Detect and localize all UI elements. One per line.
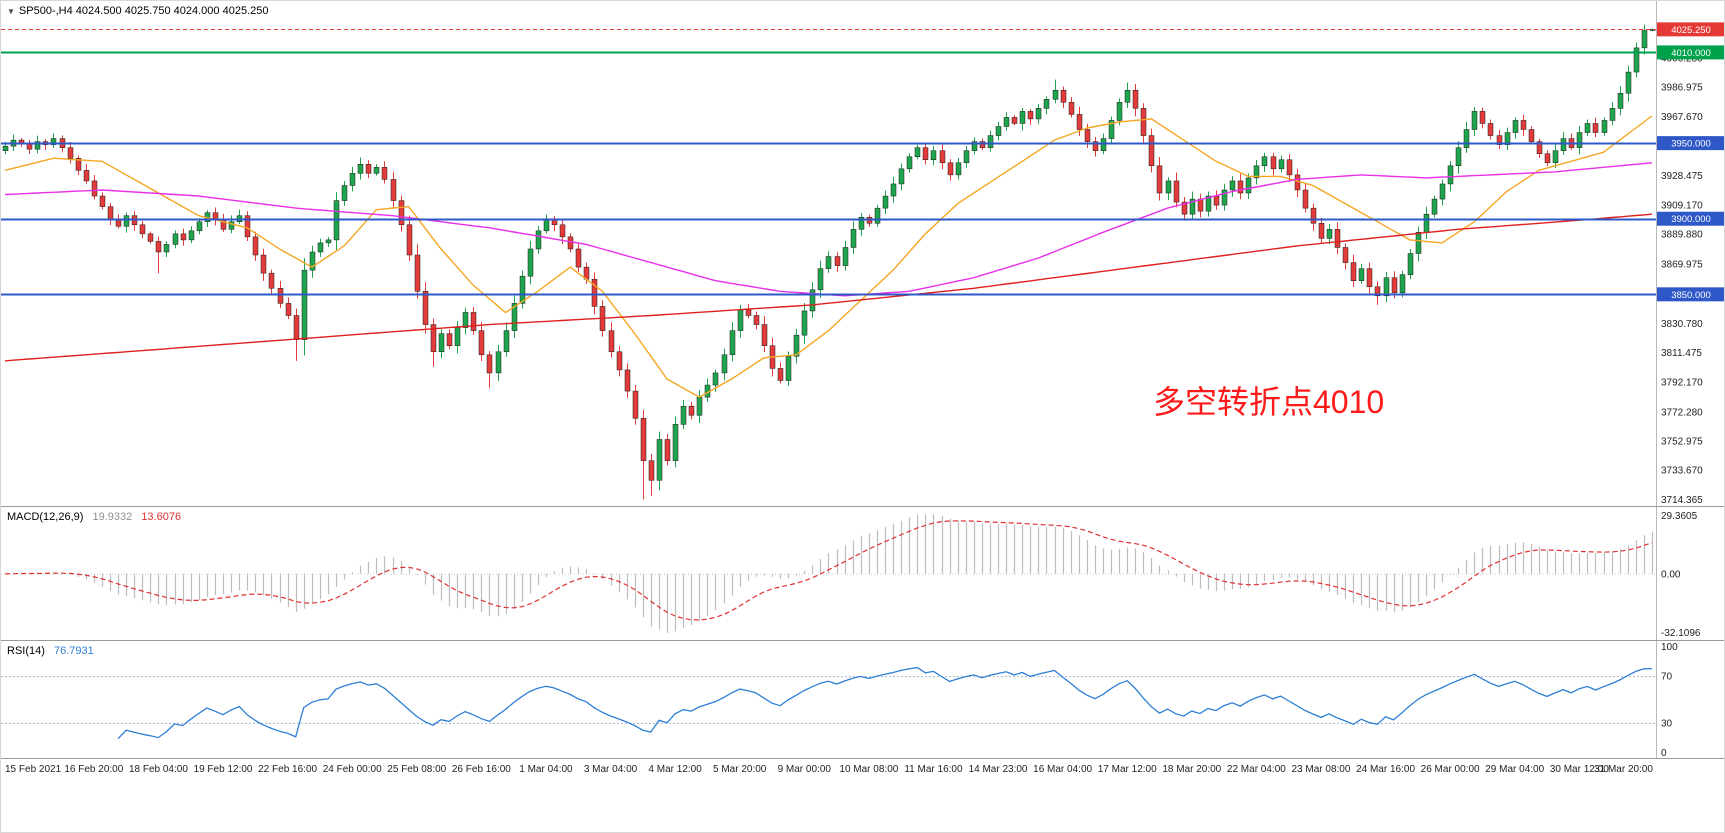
panel-divider[interactable] [1,506,1724,507]
time-label: 17 Mar 12:00 [1098,764,1157,775]
svg-text:3900.000: 3900.000 [1671,214,1711,225]
time-label: 16 Feb 20:00 [64,764,123,775]
svg-text:4010.000: 4010.000 [1671,48,1711,59]
svg-text:3950.000: 3950.000 [1671,139,1711,150]
time-label: 22 Mar 04:00 [1227,764,1286,775]
price-tick-label: 3909.170 [1661,200,1703,211]
time-label: 5 Mar 20:00 [713,764,767,775]
price-badge-3950.000: 3950.000 [1657,136,1724,151]
price-tick-label: 3928.475 [1661,171,1703,182]
time-label: 18 Feb 04:00 [129,764,188,775]
rsi-tick-label: 0 [1661,748,1667,758]
rsi-value: 76.7931 [53,645,94,657]
time-label: 16 Mar 04:00 [1033,764,1092,775]
panel-divider[interactable] [1,640,1724,641]
time-label: 4 Mar 12:00 [648,764,702,775]
price-tick-label: 3792.170 [1661,377,1703,388]
time-label: 3 Mar 04:00 [584,764,638,775]
rsi-tick-label: 70 [1661,672,1673,683]
time-label: 26 Feb 16:00 [452,764,511,775]
macd-main-value: 19.9332 [92,511,133,523]
symbol-ohlc-text: SP500-,H4 4024.500 4025.750 4024.000 402… [18,5,269,17]
rsi-label: RSI(14) [7,645,45,657]
macd-panel[interactable]: 29.3605 0.00 -32.1096 [1,507,1725,640]
macd-tick-zero: 0.00 [1661,569,1681,580]
price-tick-label: 3986.975 [1661,83,1703,94]
time-label: 29 Mar 04:00 [1485,764,1544,775]
macd-signal-value: 13.6076 [141,511,182,523]
price-chart-canvas[interactable]: 4006.2803986.9753967.6703928.4753909.170… [1,1,1725,506]
time-label: 24 Feb 00:00 [323,764,382,775]
rsi-tick-label: 100 [1661,642,1678,653]
time-label: 14 Mar 23:00 [969,764,1028,775]
time-label: 10 Mar 08:00 [839,764,898,775]
collapse-triangle-icon[interactable]: ▼ [7,7,15,16]
ma-slow-red-line [4,213,1653,362]
price-tick-label: 3889.880 [1661,230,1703,241]
time-label: 1 Mar 04:00 [519,764,573,775]
time-label: 18 Mar 20:00 [1162,764,1221,775]
price-axis-labels[interactable]: 4006.2803986.9753967.6703928.4753909.170… [1661,54,1703,506]
svg-text:3850.000: 3850.000 [1671,290,1711,301]
time-label: 15 Feb 2021 [5,764,62,775]
time-label: 19 Feb 12:00 [194,764,253,775]
rsi-tick-label: 30 [1661,718,1673,729]
chart-header: ▼ SP500-,H4 4024.500 4025.750 4024.000 40… [7,5,268,17]
ma-fast-orange-line [4,115,1653,398]
rsi-header: RSI(14) 76.7931 [7,645,94,657]
time-label: 30 Mar 12:00 [1550,764,1609,775]
price-tick-label: 3772.280 [1661,407,1703,418]
macd-tick-bottom: -32.1096 [1661,628,1701,639]
panel-divider[interactable] [1,758,1724,759]
price-tick-label: 3714.365 [1661,495,1703,506]
time-axis[interactable]: 15 Feb 2021 16 Feb 20:00 18 Feb 04:00 19 Fe… [1,759,1725,833]
price-badge-3850.000: 3850.000 [1657,287,1724,302]
time-label: 23 Mar 08:00 [1291,764,1350,775]
annotation-text: 多空转折点4010 [1153,384,1385,420]
macd-label: MACD(12,26,9) [7,511,84,523]
rsi-line [117,666,1653,740]
macd-signal-line [4,520,1653,621]
price-tick-label: 3830.780 [1661,319,1703,330]
price-tick-label: 3733.670 [1661,466,1703,477]
horizontal-levels[interactable] [1,29,1656,296]
macd-header: MACD(12,26,9) 19.9332 13.6076 [7,511,181,523]
price-tick-label: 3752.975 [1661,437,1703,448]
rsi-panel[interactable]: 100 70 30 0 [1,641,1725,758]
candlestick-series [2,24,1656,500]
time-label: 31 Mar 20:00 [1594,764,1653,775]
time-label: 22 Feb 16:00 [258,764,317,775]
time-label: 11 Mar 16:00 [904,764,963,775]
svg-text:4025.250: 4025.250 [1671,25,1711,36]
price-tick-label: 3869.975 [1661,260,1703,271]
time-label: 25 Feb 08:00 [387,764,446,775]
price-tick-label: 3967.670 [1661,112,1703,123]
price-badge-3900.000: 3900.000 [1657,211,1724,226]
time-label: 9 Mar 00:00 [778,764,832,775]
macd-tick-top: 29.3605 [1661,511,1698,522]
macd-histogram [12,514,1654,633]
price-tick-label: 3811.475 [1661,348,1702,359]
time-label: 26 Mar 00:00 [1421,764,1480,775]
price-badge-4010.000: 4010.000 [1657,45,1724,60]
price-badge-4025.250: 4025.250 [1657,22,1724,37]
time-label: 24 Mar 16:00 [1356,764,1415,775]
